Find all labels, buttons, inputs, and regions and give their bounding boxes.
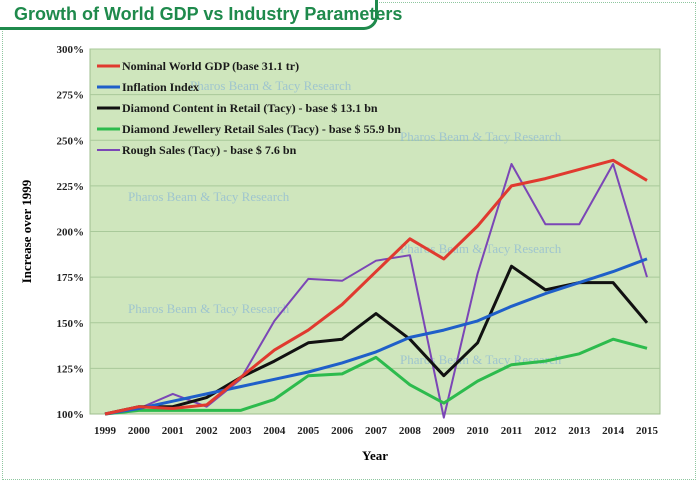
x-tick-label: 2013 [568,425,591,437]
legend-label: Diamond Content in Retail (Tacy) - base … [122,101,378,115]
x-tick-label: 2002 [196,425,219,437]
legend-label: Inflation Index [122,80,199,94]
series-line [104,264,649,416]
x-tick-label: 2015 [636,425,659,437]
x-tick-label: 2007 [365,425,388,437]
page-title: Growth of World GDP vs Industry Paramete… [14,4,403,24]
x-tick-label: 2008 [399,425,422,437]
legend-label: Diamond Jewellery Retail Sales (Tacy) - … [122,122,401,136]
watermark-text: Pharos Beam & Tacy Research [400,129,562,144]
y-axis-label: Increase over 1999 [19,179,34,283]
x-tick-label: 2012 [534,425,557,437]
y-tick-label: 225% [57,181,85,193]
watermark-text: Pharos Beam & Tacy Research [190,78,352,93]
x-axis-ticks: 1999 2000 2001 2002 2003 2004 2005 2006 2007 2008… [94,425,659,437]
x-tick-label: 2000 [128,425,151,437]
y-tick-label: 150% [57,318,85,330]
legend-label: Nominal World GDP (base 31.1 tr) [122,59,299,73]
y-tick-label: 275% [57,90,85,102]
y-tick-label: 125% [57,363,85,375]
y-tick-label: 175% [57,272,85,284]
x-tick-label: 2014 [602,425,625,437]
x-tick-label: 2009 [433,425,456,437]
x-tick-label: 2003 [230,425,253,437]
series-line [104,158,648,416]
y-axis-ticks: 100% 125% 150% 175% 200% 225% 250% 275% 300% [57,44,85,421]
x-tick-label: 2010 [467,425,490,437]
gridlines [90,48,660,369]
x-tick-label: 2005 [297,425,320,437]
watermark-text: Pharos Beam & Tacy Research [128,301,290,316]
y-tick-label: 300% [57,44,85,56]
x-tick-label: 2001 [162,425,184,437]
x-tick-label: 2011 [501,425,522,437]
series-line [104,257,648,416]
x-tick-label: 2006 [331,425,354,437]
title-tab: Growth of World GDP vs Industry Paramete… [0,0,402,30]
series-lines [104,158,649,419]
watermarks: Pharos Beam & Tacy Research Pharos Beam &… [128,78,562,367]
y-tick-label: 200% [57,227,85,239]
series-line [104,163,648,419]
series-line [104,337,648,416]
x-tick-label: 2004 [263,425,286,437]
y-tick-label: 250% [57,135,85,147]
x-axis-label: Year [362,448,388,463]
watermark-text: Pharos Beam & Tacy Research [128,189,290,204]
watermark-text: Pharos Beam & Tacy Research [400,241,562,256]
legend: Nominal World GDP (base 31.1 tr) Inflatio… [97,59,401,157]
legend-label: Rough Sales (Tacy) - base $ 7.6 bn [122,143,297,157]
y-tick-label: 100% [57,409,85,421]
x-tick-label: 1999 [94,425,117,437]
